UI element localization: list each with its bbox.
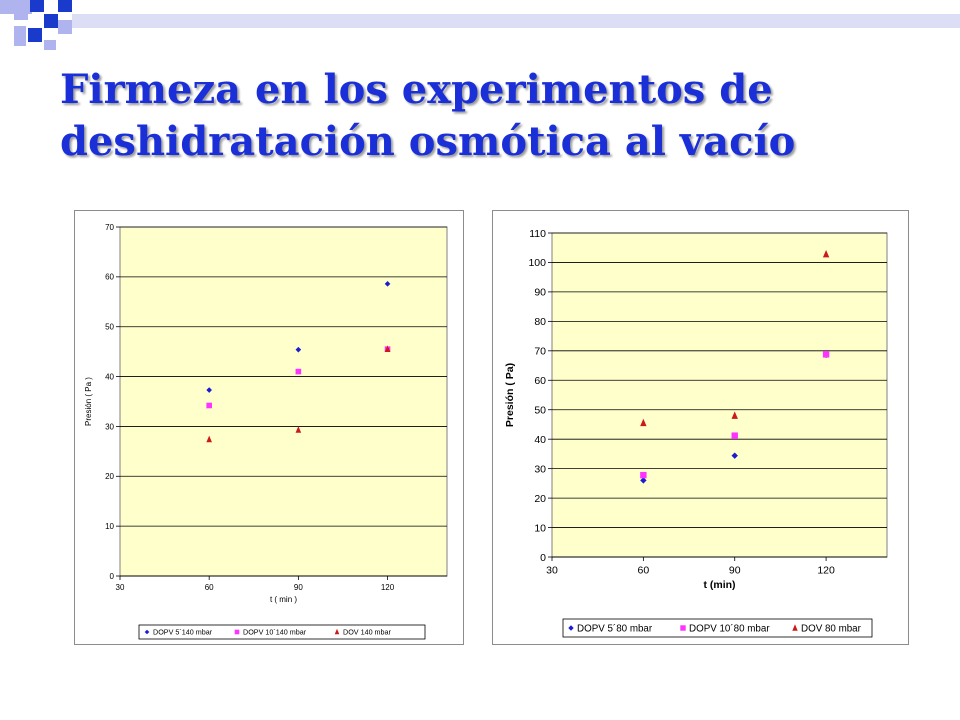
chart1-y-tick-label: 30 xyxy=(105,422,114,431)
chart1-y-axis-label: Presión ( Pa ) xyxy=(84,377,93,426)
chart2-point-2 xyxy=(640,471,647,479)
chart-right-svg: 0 10 20 30 40 50 60 70 80 90 100 110 30 60 90 120 t (min… xyxy=(504,228,888,638)
chart-left-svg: 0 10 20 30 40 50 60 70 30 60 90 120 t ( min ) Presión… xyxy=(84,223,448,640)
chart2-y-tick-label: 110 xyxy=(529,228,546,240)
chart1-point-3 xyxy=(295,426,302,433)
chart1-plot-area xyxy=(119,226,448,577)
chart2-y-tick-label: 40 xyxy=(534,434,546,446)
chart2-point-2 xyxy=(731,432,738,439)
chart2-y-tick-label: 50 xyxy=(534,405,546,417)
chart1-y-tick-label: 50 xyxy=(105,323,114,332)
chart1-point-2 xyxy=(206,402,212,409)
chart2-point-1 xyxy=(640,477,647,484)
chart2-legend-marker-1 xyxy=(568,625,574,631)
chart2-point-3 xyxy=(640,418,647,427)
chart-firmeza-140-mbar: 0 10 20 30 40 50 60 70 30 60 90 120 t ( min ) Presión… xyxy=(74,210,464,645)
chart1-point-1 xyxy=(206,387,212,393)
chart2-x-axis-label: t (min) xyxy=(703,579,735,591)
chart2-legend-label-1: DOPV 5´80 mbar xyxy=(577,624,653,635)
chart1-point-3 xyxy=(206,435,212,443)
chart2-plot-area xyxy=(551,232,888,558)
chart1-y-tick-label: 70 xyxy=(105,223,114,232)
chart2-y-axis-label: Presión ( Pa) xyxy=(504,363,516,427)
chart2-y-tick-label: 60 xyxy=(534,375,546,387)
chart1-y-tick-label: 10 xyxy=(105,522,114,531)
chart2-point-3 xyxy=(731,411,738,419)
chart2-x-tick-label: 60 xyxy=(638,565,650,577)
slide-decoration-squares xyxy=(0,0,960,50)
chart1-y-tick-label: 60 xyxy=(105,273,114,282)
chart1-point-2 xyxy=(295,368,302,375)
chart1-legend-marker-3 xyxy=(334,628,340,635)
chart2-y-tick-label: 20 xyxy=(534,493,546,505)
chart2-point-2 xyxy=(822,351,830,358)
chart1-x-axis-label: t ( min ) xyxy=(270,595,297,604)
chart2-y-tick-label: 80 xyxy=(534,316,546,328)
chart1-legend-marker-2 xyxy=(234,629,240,635)
chart2-y-tick-label: 100 xyxy=(528,257,546,269)
chart1-legend: DOPV 5´140 mbar DOPV 10´140 mbar DOV 140 m… xyxy=(138,624,426,640)
chart2-y-tick-label: 10 xyxy=(534,522,546,534)
chart2-legend-box xyxy=(562,618,873,638)
chart1-y-tick-label: 40 xyxy=(105,372,114,381)
chart2-point-3 xyxy=(822,250,830,258)
chart2-x-tick-label: 90 xyxy=(729,565,741,577)
chart2-y-tick-label: 30 xyxy=(534,463,546,475)
chart1-x-tick-label: 60 xyxy=(205,583,214,592)
chart2-legend-marker-3 xyxy=(792,624,798,631)
chart2-x-tick-label: 120 xyxy=(817,565,835,577)
chart-firmeza-80-mbar: 0 10 20 30 40 50 60 70 80 90 100 110 30 60 90 120 t (min… xyxy=(492,210,909,645)
chart2-y-tick-label: 0 xyxy=(540,552,546,564)
chart1-legend-label-2: DOPV 10´140 mbar xyxy=(243,628,307,637)
chart1-legend-label-3: DOV 140 mbar xyxy=(343,628,392,637)
chart1-x-tick-label: 30 xyxy=(116,583,125,592)
slide-title-line-2: deshidratación osmótica al vacío xyxy=(60,118,796,165)
chart1-legend-label-1: DOPV 5´140 mbar xyxy=(153,628,213,637)
chart2-legend-label-3: DOV 80 mbar xyxy=(801,624,862,635)
chart1-x-tick-label: 90 xyxy=(294,583,303,592)
chart1-x-tick-label: 120 xyxy=(381,583,395,592)
chart1-point-1 xyxy=(295,346,302,353)
slide-title-line-1: Firmeza en los experimentos de xyxy=(60,66,773,113)
chart2-x-tick-label: 30 xyxy=(546,565,558,577)
chart2-y-tick-label: 70 xyxy=(534,346,546,358)
chart1-legend-box xyxy=(138,624,426,640)
chart2-legend-label-2: DOPV 10´80 mbar xyxy=(689,624,770,635)
chart2-y-tick-label: 90 xyxy=(534,287,546,299)
chart1-y-tick-label: 20 xyxy=(105,472,114,481)
chart1-point-3 xyxy=(384,345,391,352)
chart2-legend: DOPV 5´80 mbar DOPV 10´80 mbar DOV 80 mbar xyxy=(562,618,873,638)
chart1-y-tick-label: 0 xyxy=(110,572,115,581)
chart2-legend-marker-2 xyxy=(680,625,686,631)
slide-title: Firmeza en los experimentos de deshidrat… xyxy=(60,64,940,168)
